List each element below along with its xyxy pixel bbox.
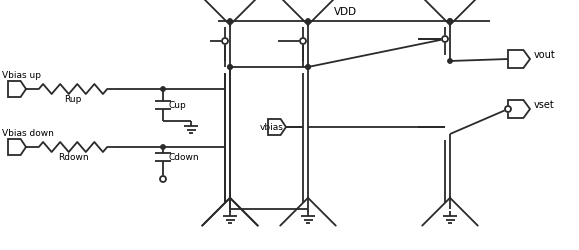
Text: Vbias down: Vbias down bbox=[2, 129, 54, 138]
Text: Cup: Cup bbox=[168, 101, 186, 110]
Text: vbias: vbias bbox=[260, 123, 284, 132]
Circle shape bbox=[505, 106, 511, 112]
Circle shape bbox=[306, 20, 310, 24]
Text: vset: vset bbox=[534, 100, 555, 110]
Text: Rdown: Rdown bbox=[58, 153, 89, 162]
Circle shape bbox=[222, 39, 228, 45]
Circle shape bbox=[448, 20, 452, 24]
Text: VDD: VDD bbox=[334, 7, 357, 17]
Circle shape bbox=[300, 39, 306, 45]
Circle shape bbox=[228, 20, 232, 24]
Circle shape bbox=[160, 176, 166, 182]
Circle shape bbox=[306, 66, 310, 70]
Text: vout: vout bbox=[534, 50, 556, 60]
Circle shape bbox=[306, 66, 310, 70]
Circle shape bbox=[228, 66, 232, 70]
Text: Vbias up: Vbias up bbox=[2, 71, 41, 80]
Circle shape bbox=[442, 37, 448, 43]
Text: Rup: Rup bbox=[64, 95, 82, 104]
Circle shape bbox=[448, 60, 452, 64]
Circle shape bbox=[228, 66, 232, 70]
Circle shape bbox=[448, 20, 452, 24]
Circle shape bbox=[161, 145, 165, 150]
Circle shape bbox=[161, 88, 165, 92]
Text: Cdown: Cdown bbox=[168, 153, 199, 162]
